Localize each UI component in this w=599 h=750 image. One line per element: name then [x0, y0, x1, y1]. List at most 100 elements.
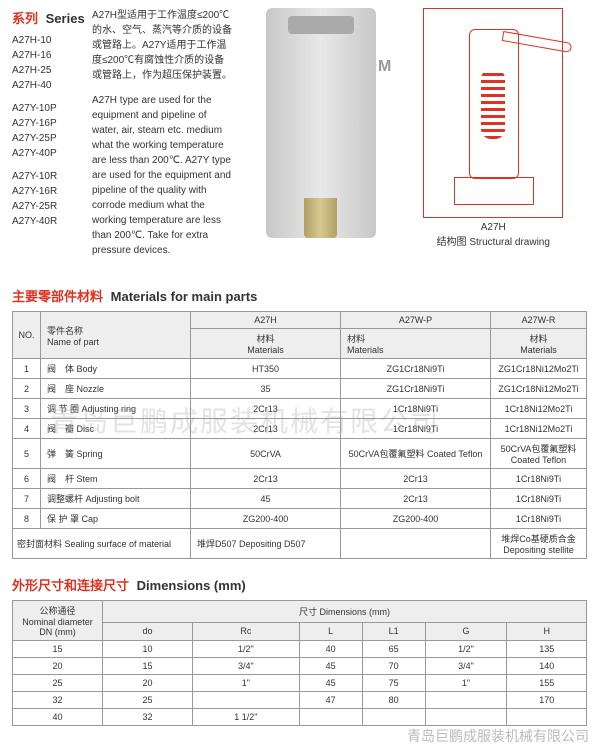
table-cell: 阀 杆 Stem	[41, 469, 191, 489]
drawing-caption-en: Structural drawing	[469, 237, 550, 248]
table-cell: 50CrVA	[191, 439, 341, 469]
table-cell: 1/2"	[425, 641, 507, 658]
description-cn: A27H型适用于工作温度≤200℃的水、空气、蒸汽等介质的设备或管路上。A27Y…	[92, 8, 234, 83]
table-cell: ZG1Cr18Ni12Mo2Ti	[491, 359, 587, 379]
table-cell: 40	[13, 709, 103, 726]
th-dim-group: 尺寸 Dimensions (mm)	[103, 601, 587, 623]
table-cell: 140	[507, 658, 587, 675]
table-cell: 40	[299, 641, 362, 658]
series-groups: A27H-10A27H-16A27H-25A27H-40A27Y-10PA27Y…	[12, 33, 92, 229]
table-cell: 32	[13, 692, 103, 709]
structural-drawing	[423, 8, 563, 218]
table-cell: 阀 座 Nozzle	[41, 379, 191, 399]
table-cell: 25	[13, 675, 103, 692]
table-cell: 75	[362, 675, 425, 692]
table-cell: 50CrVA包覆氟塑料 Coated Teflon	[341, 439, 491, 469]
table-cell	[425, 692, 507, 709]
series-title-en: Series	[46, 11, 85, 26]
materials-thead: NO. 零件名称 Name of part A27H A27W-P A27W-R…	[13, 312, 587, 359]
table-cell: 2Cr13	[191, 469, 341, 489]
table-cell: 2Cr13	[191, 399, 341, 419]
table-cell: 20	[103, 675, 193, 692]
table-cell: 阀 体 Body	[41, 359, 191, 379]
drawing-caption-cn: 结构图	[437, 237, 467, 248]
table-cell: 170	[507, 692, 587, 709]
table-cell: 8	[13, 509, 41, 529]
table-cell: ZG200-400	[191, 509, 341, 529]
table-cell	[299, 709, 362, 726]
series-item: A27Y-16R	[12, 184, 92, 199]
table-cell: ZG1Cr18Ni12Mo2Ti	[491, 379, 587, 399]
top-section: 系列 Series A27H-10A27H-16A27H-25A27H-40A2…	[12, 8, 587, 268]
series-title: 系列 Series	[12, 8, 92, 27]
table-cell: 2Cr13	[191, 419, 341, 439]
table-row: 25201"45751"155	[13, 675, 587, 692]
series-item: A27H-40	[12, 78, 92, 93]
table-cell: 调 节 圈 Adjusting ring	[41, 399, 191, 419]
table-cell: 堆焊D507 Depositing D507	[191, 529, 341, 559]
th-part: 零件名称 Name of part	[41, 312, 191, 359]
table-cell: 3/4"	[425, 658, 507, 675]
table-cell: 1"	[193, 675, 300, 692]
table-row: 3调 节 圈 Adjusting ring2Cr131Cr18Ni9Ti1Cr1…	[13, 399, 587, 419]
table-row: 20153/4"45703/4"140	[13, 658, 587, 675]
table-cell: 50CrVA包覆氟塑料 Coated Teflon	[491, 439, 587, 469]
th-dim-col: Rc	[193, 622, 300, 640]
table-cell: 65	[362, 641, 425, 658]
materials-title-en: Materials for main parts	[111, 289, 258, 304]
series-item: A27Y-40P	[12, 146, 92, 161]
table-cell	[507, 709, 587, 726]
th-dim-col: H	[507, 622, 587, 640]
dimensions-tbody: 15101/2"40651/2"13520153/4"45703/4"14025…	[13, 641, 587, 726]
table-cell: 35	[191, 379, 341, 399]
series-item: A27Y-25R	[12, 199, 92, 214]
table-cell: ZG200-400	[341, 509, 491, 529]
table-cell: 32	[103, 709, 193, 726]
dimensions-table: 公称通径 Nominal diameter DN (mm) 尺寸 Dimensi…	[12, 600, 587, 726]
drawing-caption: A27H 结构图 Structural drawing	[423, 222, 563, 248]
th-dim-col: L1	[362, 622, 425, 640]
th-dim-col: do	[103, 622, 193, 640]
table-cell: ZG1Cr18Ni9Ti	[341, 359, 491, 379]
footer-watermark: 青岛巨鹏成服装机械有限公司	[407, 726, 589, 746]
drawing-model: A27H	[423, 222, 563, 233]
valve-photo	[266, 8, 376, 238]
sealing-label: 密封面材料 Sealing surface of material	[13, 529, 191, 559]
materials-tbody: 1阀 体 BodyHT350ZG1Cr18Ni9TiZG1Cr18Ni12Mo2…	[13, 359, 587, 559]
table-cell: 3/4"	[193, 658, 300, 675]
series-item: A27H-16	[12, 48, 92, 63]
th-dim-col: G	[425, 622, 507, 640]
th-dn: 公称通径 Nominal diameter DN (mm)	[13, 601, 103, 641]
table-cell: 调整螺杆 Adjusting bolt	[41, 489, 191, 509]
table-cell: 20	[13, 658, 103, 675]
drawing-box: A27H 结构图 Structural drawing	[423, 8, 563, 248]
series-column: 系列 Series A27H-10A27H-16A27H-25A27H-40A2…	[12, 8, 92, 268]
table-cell: 45	[299, 675, 362, 692]
dimensions-thead: 公称通径 Nominal diameter DN (mm) 尺寸 Dimensi…	[13, 601, 587, 641]
table-cell: 47	[299, 692, 362, 709]
th-col2: A27W-P	[341, 312, 491, 329]
table-cell	[362, 709, 425, 726]
table-row: 8保 护 罩 CapZG200-400ZG200-4001Cr18Ni9Ti	[13, 509, 587, 529]
th-col3: A27W-R	[491, 312, 587, 329]
series-group: A27Y-10RA27Y-16RA27Y-25RA27Y-40R	[12, 169, 92, 229]
table-cell: 45	[191, 489, 341, 509]
table-cell: 1Cr18Ni12Mo2Ti	[491, 399, 587, 419]
table-row: 32254780170	[13, 692, 587, 709]
series-item: A27H-25	[12, 63, 92, 78]
series-group: A27H-10A27H-16A27H-25A27H-40	[12, 33, 92, 93]
table-cell: 10	[103, 641, 193, 658]
materials-title-cn: 主要零部件材料	[12, 289, 103, 304]
materials-section: 主要零部件材料 Materials for main parts NO. 零件名…	[12, 286, 587, 559]
table-cell	[425, 709, 507, 726]
table-cell: 1Cr18Ni9Ti	[491, 469, 587, 489]
series-item: A27Y-40R	[12, 214, 92, 229]
sealing-row: 密封面材料 Sealing surface of material堆焊D507 …	[13, 529, 587, 559]
table-row: 7调整螺杆 Adjusting bolt452Cr131Cr18Ni9Ti	[13, 489, 587, 509]
table-cell: 3	[13, 399, 41, 419]
table-cell: 1"	[425, 675, 507, 692]
table-cell: 保 护 罩 Cap	[41, 509, 191, 529]
table-row: 4阀 瓣 Disc2Cr131Cr18Ni9Ti1Cr18Ni12Mo2Ti	[13, 419, 587, 439]
table-cell: HT350	[191, 359, 341, 379]
table-cell: 1Cr18Ni9Ti	[491, 509, 587, 529]
